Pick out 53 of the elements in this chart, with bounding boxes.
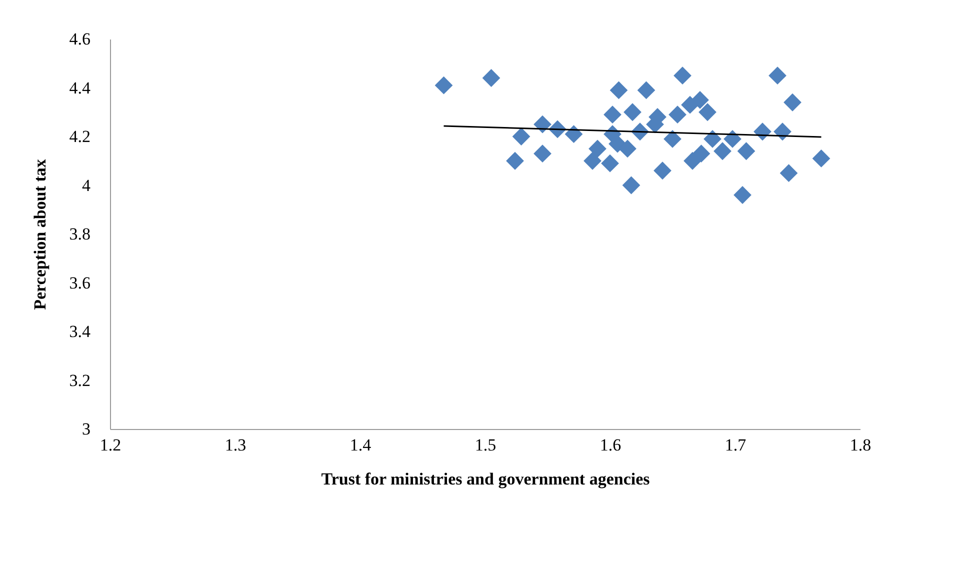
- point: [512, 128, 530, 146]
- point: [668, 106, 686, 124]
- point: [780, 164, 798, 182]
- point: [506, 152, 524, 170]
- y-tick-label: 3.8: [69, 224, 90, 244]
- point: [674, 66, 692, 85]
- point: [482, 69, 500, 87]
- point: [584, 152, 602, 170]
- point: [610, 81, 628, 100]
- x-tick-label: 1.6: [600, 436, 622, 454]
- point: [704, 130, 722, 148]
- point: [681, 96, 699, 114]
- point: [812, 149, 830, 168]
- y-tick-label: 4.2: [69, 127, 90, 146]
- y-axis-title: Perception about tax: [30, 158, 50, 310]
- point: [724, 130, 742, 148]
- x-tick-label: 1.5: [474, 436, 496, 454]
- x-tick-label: 1.3: [224, 436, 246, 454]
- point: [774, 122, 792, 141]
- point: [692, 144, 710, 163]
- point: [434, 76, 453, 94]
- point: [698, 103, 716, 122]
- y-tick-label: 4.6: [69, 30, 90, 48]
- point: [534, 115, 552, 134]
- x-tick-label: 1.8: [850, 436, 872, 454]
- point: [737, 142, 756, 160]
- point: [622, 176, 640, 194]
- point: [754, 122, 772, 141]
- y-tick-label: 3.2: [69, 370, 90, 390]
- point: [684, 152, 702, 170]
- point: [534, 144, 552, 163]
- point: [624, 103, 642, 122]
- y-tick-label: 4.4: [69, 78, 91, 98]
- x-tick-label: 1.7: [724, 436, 747, 454]
- point: [588, 140, 606, 158]
- point: [637, 81, 656, 100]
- y-tick-label: 3.4: [69, 322, 91, 341]
- point: [601, 154, 619, 172]
- point: [664, 130, 682, 148]
- point: [618, 140, 636, 158]
- x-tick-label: 1.2: [100, 436, 122, 454]
- point: [768, 66, 786, 85]
- y-tick-label: 4: [82, 176, 91, 195]
- y-tick-label: 3.6: [69, 273, 90, 292]
- point: [784, 93, 802, 112]
- point: [714, 142, 732, 160]
- y-tick-label: 3: [82, 420, 90, 438]
- point: [734, 186, 752, 204]
- point: [564, 125, 583, 144]
- x-tick-label: 1.4: [350, 436, 372, 454]
- point: [604, 106, 622, 124]
- x-axis-title: Trust for ministries and government agencies: [321, 470, 650, 488]
- point: [654, 162, 672, 180]
